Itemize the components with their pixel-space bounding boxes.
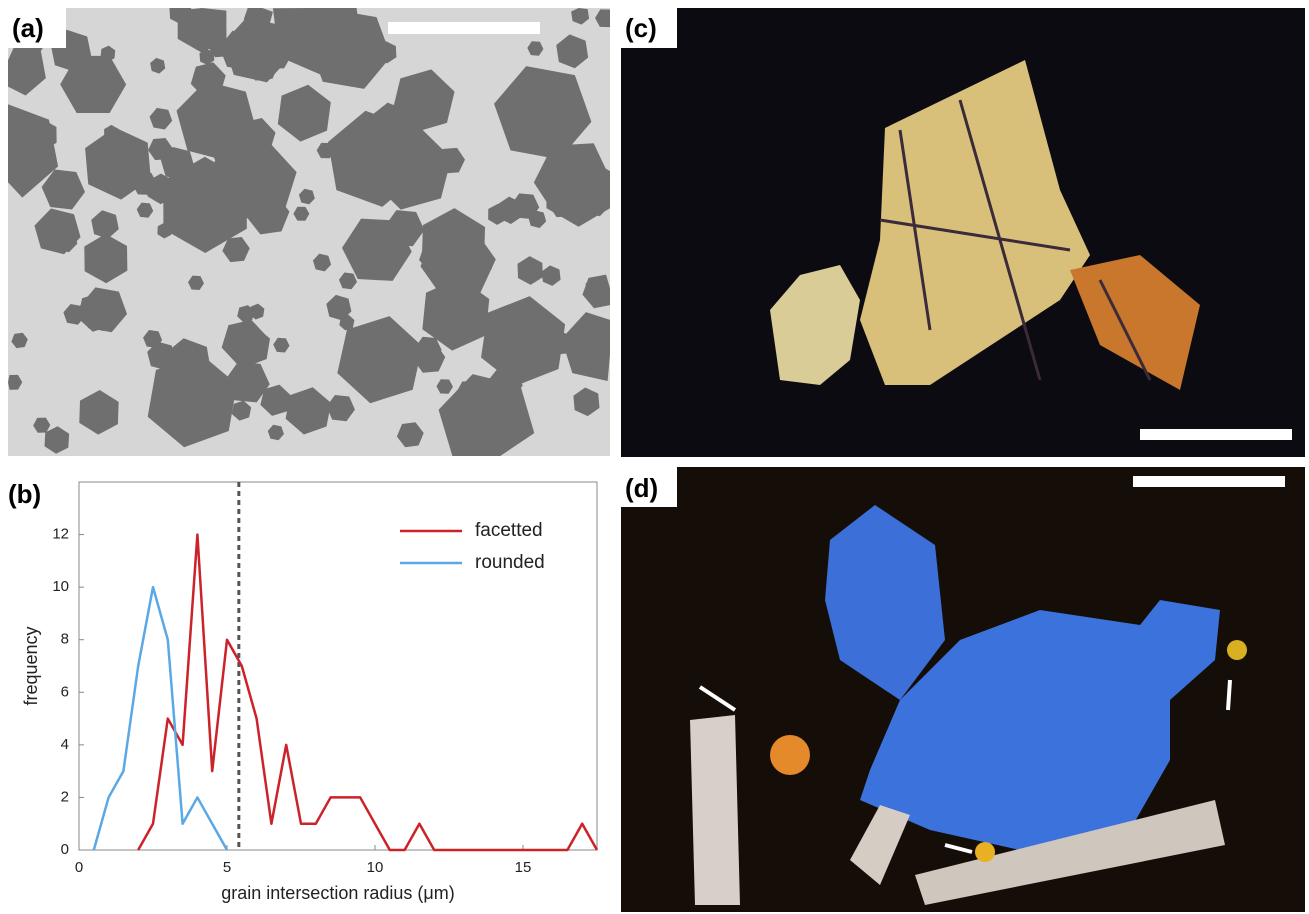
grain bbox=[770, 735, 810, 775]
scale-bar bbox=[388, 22, 540, 34]
panel-label: (d) bbox=[625, 473, 658, 503]
y-tick-label: 0 bbox=[61, 841, 69, 858]
legend-label: facetted bbox=[475, 520, 543, 541]
y-axis-label: frequency bbox=[21, 626, 41, 705]
panel-label: (a) bbox=[12, 13, 44, 43]
figure: (a) (b) (c) (d) grain intersection radiu… bbox=[0, 0, 1309, 914]
legend-label: rounded bbox=[475, 552, 545, 573]
x-tick-label: 5 bbox=[223, 859, 231, 876]
series-line bbox=[138, 535, 597, 850]
scale-bar bbox=[1133, 476, 1285, 487]
y-tick-label: 6 bbox=[61, 683, 69, 700]
y-tick-label: 4 bbox=[61, 736, 69, 753]
grain bbox=[975, 842, 995, 862]
x-tick-label: 0 bbox=[75, 859, 83, 876]
x-tick-label: 10 bbox=[367, 859, 384, 876]
panel-label: (b) bbox=[8, 479, 41, 509]
series-line bbox=[94, 587, 227, 850]
grain bbox=[1227, 640, 1247, 660]
y-tick-label: 12 bbox=[52, 526, 69, 543]
y-tick-label: 8 bbox=[61, 631, 69, 648]
scale-bar bbox=[1140, 429, 1292, 440]
panel-label: (c) bbox=[625, 13, 657, 43]
x-tick-label: 15 bbox=[515, 859, 532, 876]
lath bbox=[690, 715, 740, 905]
y-tick-label: 2 bbox=[61, 788, 69, 805]
x-axis-label: grain intersection radius (μm) bbox=[221, 883, 454, 903]
y-tick-label: 10 bbox=[52, 578, 69, 595]
